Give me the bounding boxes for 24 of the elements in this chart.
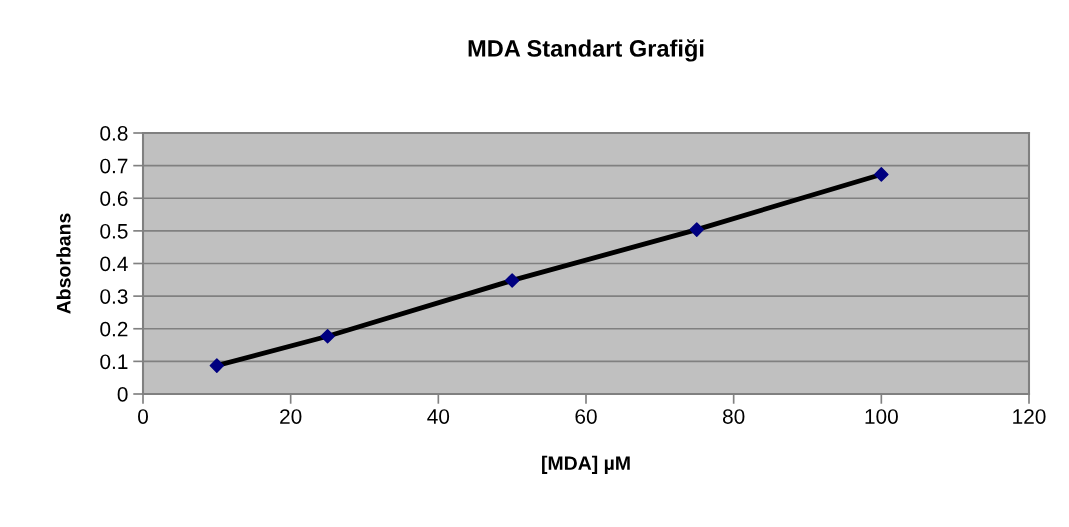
y-tick-label: 0.3 (100, 289, 128, 304)
chart-title: MDA Standart Grafiği (468, 39, 704, 62)
point (874, 167, 889, 182)
point (320, 328, 335, 344)
x-tick-label: 0 (138, 409, 148, 424)
point (689, 222, 705, 237)
y-axis-title: Absorbans (56, 213, 71, 314)
y-tick-label: 0.6 (100, 191, 128, 206)
x-axis-title: [MDA] µM (542, 455, 630, 474)
y-tick-label: 0.5 (100, 223, 128, 239)
y-tick-label: 0.8 (100, 126, 128, 141)
point (504, 273, 520, 288)
x-tick-label: 100 (865, 409, 898, 424)
x-tick-label: 60 (575, 409, 597, 424)
y-tick-label: 0 (117, 387, 128, 402)
x-tick-label: 20 (280, 409, 302, 424)
point (209, 358, 225, 373)
x-tick-label: 80 (722, 409, 745, 424)
y-tick-label: 0.7 (100, 158, 128, 174)
y-tick-label: 0.2 (100, 321, 128, 337)
y-tick-label: 0.1 (100, 354, 128, 370)
x-tick-label: 120 (1013, 409, 1046, 424)
y-tick-label: 0.4 (100, 256, 128, 272)
x-tick-label: 40 (427, 409, 450, 424)
